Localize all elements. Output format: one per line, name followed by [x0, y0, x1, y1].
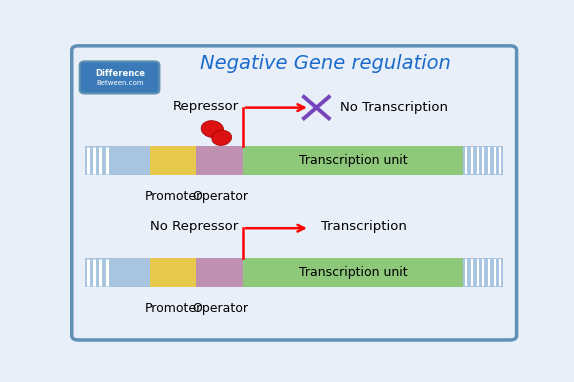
Bar	[85, 146, 110, 175]
Text: Transcription unit: Transcription unit	[299, 154, 408, 167]
Text: Transcription unit: Transcription unit	[299, 266, 408, 279]
Text: Promoter: Promoter	[145, 302, 202, 315]
Bar	[463, 146, 503, 175]
Text: No Transcription: No Transcription	[340, 101, 448, 114]
Text: Negative Gene regulation: Negative Gene regulation	[200, 54, 451, 73]
FancyBboxPatch shape	[80, 62, 160, 94]
Ellipse shape	[212, 130, 232, 146]
Ellipse shape	[201, 121, 224, 138]
Text: Operator: Operator	[192, 302, 248, 315]
Text: Promoter: Promoter	[145, 190, 202, 203]
Bar	[110, 146, 150, 175]
Text: Difference: Difference	[95, 69, 145, 78]
Bar	[150, 146, 196, 175]
Bar	[196, 146, 243, 175]
Bar	[243, 146, 463, 175]
Bar	[463, 257, 503, 287]
Bar	[243, 257, 463, 287]
Text: Operator: Operator	[192, 190, 248, 203]
Bar	[85, 257, 110, 287]
Bar	[196, 257, 243, 287]
Bar	[150, 257, 196, 287]
Text: Between.com: Between.com	[96, 79, 144, 86]
Text: Transcription: Transcription	[321, 220, 407, 233]
Text: No Repressor: No Repressor	[150, 220, 239, 233]
FancyBboxPatch shape	[72, 46, 517, 340]
Bar	[110, 257, 150, 287]
Text: Repressor: Repressor	[172, 100, 239, 113]
